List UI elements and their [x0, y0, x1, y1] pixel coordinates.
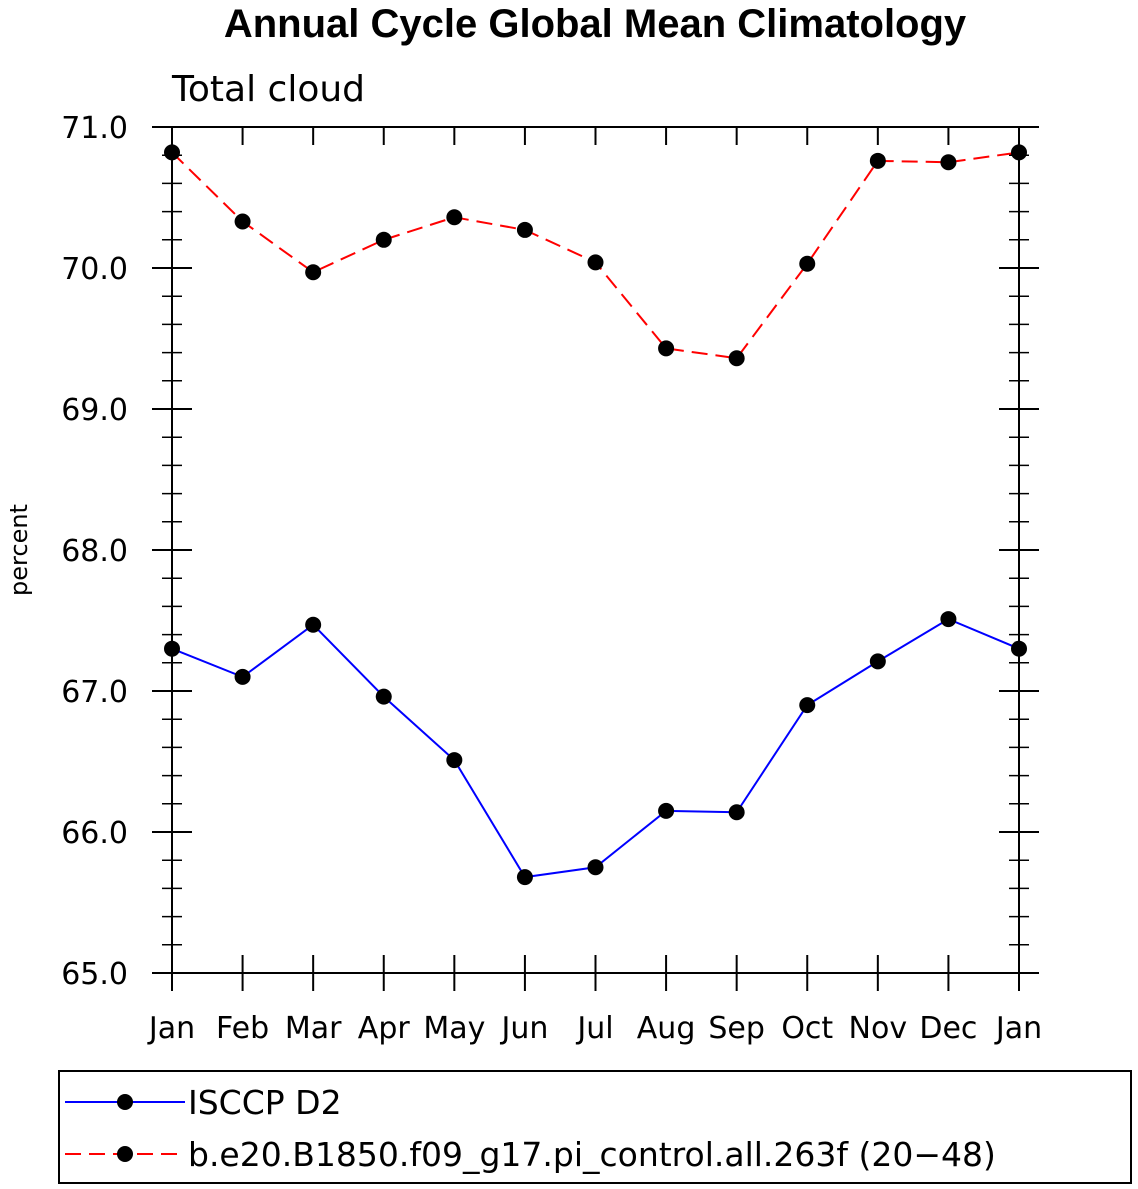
series-1 [164, 611, 1027, 886]
data-point [305, 264, 322, 281]
data-point [728, 350, 745, 367]
y-tick-labels: 65.0 66.0 67.0 68.0 69.0 70.0 71.0 [61, 111, 128, 992]
data-point [940, 611, 957, 628]
data-point [375, 688, 392, 705]
x-tick-label: Nov [849, 1011, 908, 1046]
y-tick-label: 66.0 [61, 816, 128, 851]
y-axis-label: percent [5, 504, 33, 596]
x-tick-label: Jan [147, 1011, 195, 1046]
data-point [446, 752, 463, 769]
x-tick-label: Jan [994, 1011, 1042, 1046]
data-point [658, 802, 675, 819]
data-point [234, 213, 251, 230]
data-point [234, 668, 251, 685]
x-tick-label: Mar [285, 1011, 342, 1046]
y-tick-label: 65.0 [61, 957, 128, 992]
data-point [587, 859, 604, 876]
data-point [164, 640, 180, 657]
legend: ISCCP D2 b.e20.B1850.f09_g17.pi_control.a… [65, 1083, 996, 1174]
x-tick-label: May [423, 1011, 485, 1046]
data-point [305, 616, 322, 633]
chart-subtitle: Total cloud [171, 69, 365, 110]
x-tick-label: Dec [919, 1011, 977, 1046]
legend-entry-1: ISCCP D2 [65, 1083, 342, 1122]
plot-frame [171, 126, 1020, 974]
data-point [516, 221, 533, 238]
data-point [446, 209, 463, 226]
data-point [728, 804, 745, 821]
legend-box [58, 1070, 1132, 1184]
axis-ticks [152, 126, 1039, 991]
x-tick-label: Feb [216, 1011, 269, 1046]
data-point [1011, 144, 1027, 161]
series-line [171, 617, 1020, 879]
chart-title: Annual Cycle Global Mean Climatology [224, 2, 967, 46]
data-point [1011, 640, 1027, 657]
y-tick-label: 70.0 [61, 252, 128, 287]
y-tick-label: 69.0 [61, 393, 128, 428]
x-tick-label: Jul [575, 1011, 613, 1046]
data-point [658, 340, 675, 357]
data-point [164, 144, 180, 161]
x-tick-label: Sep [708, 1011, 765, 1046]
series-2 [164, 144, 1027, 367]
x-tick-label: Jun [499, 1011, 548, 1046]
data-point [869, 653, 886, 670]
legend-marker [117, 1146, 133, 1162]
legend-label: b.e20.B1850.f09_g17.pi_control.all.263f … [188, 1135, 996, 1174]
legend-entry-2: b.e20.B1850.f09_g17.pi_control.all.263f … [65, 1135, 996, 1174]
data-point [869, 152, 886, 169]
data-point [799, 255, 816, 272]
data-point [516, 869, 533, 886]
y-tick-label: 67.0 [61, 675, 128, 710]
x-tick-label: Oct [781, 1011, 833, 1046]
data-point [587, 254, 604, 271]
series-layer [164, 144, 1027, 886]
x-tick-label: Aug [637, 1011, 696, 1046]
data-point [799, 697, 816, 714]
legend-marker [117, 1094, 133, 1110]
x-tick-labels: Jan Feb Mar Apr May Jun Jul Aug Sep Oct Nov Dec Jan [147, 1011, 1042, 1046]
y-tick-label: 68.0 [61, 534, 128, 569]
legend-label: ISCCP D2 [188, 1083, 342, 1122]
data-point [375, 231, 392, 248]
data-point [940, 154, 957, 171]
y-tick-label: 71.0 [61, 111, 128, 146]
x-tick-label: Apr [358, 1011, 411, 1046]
